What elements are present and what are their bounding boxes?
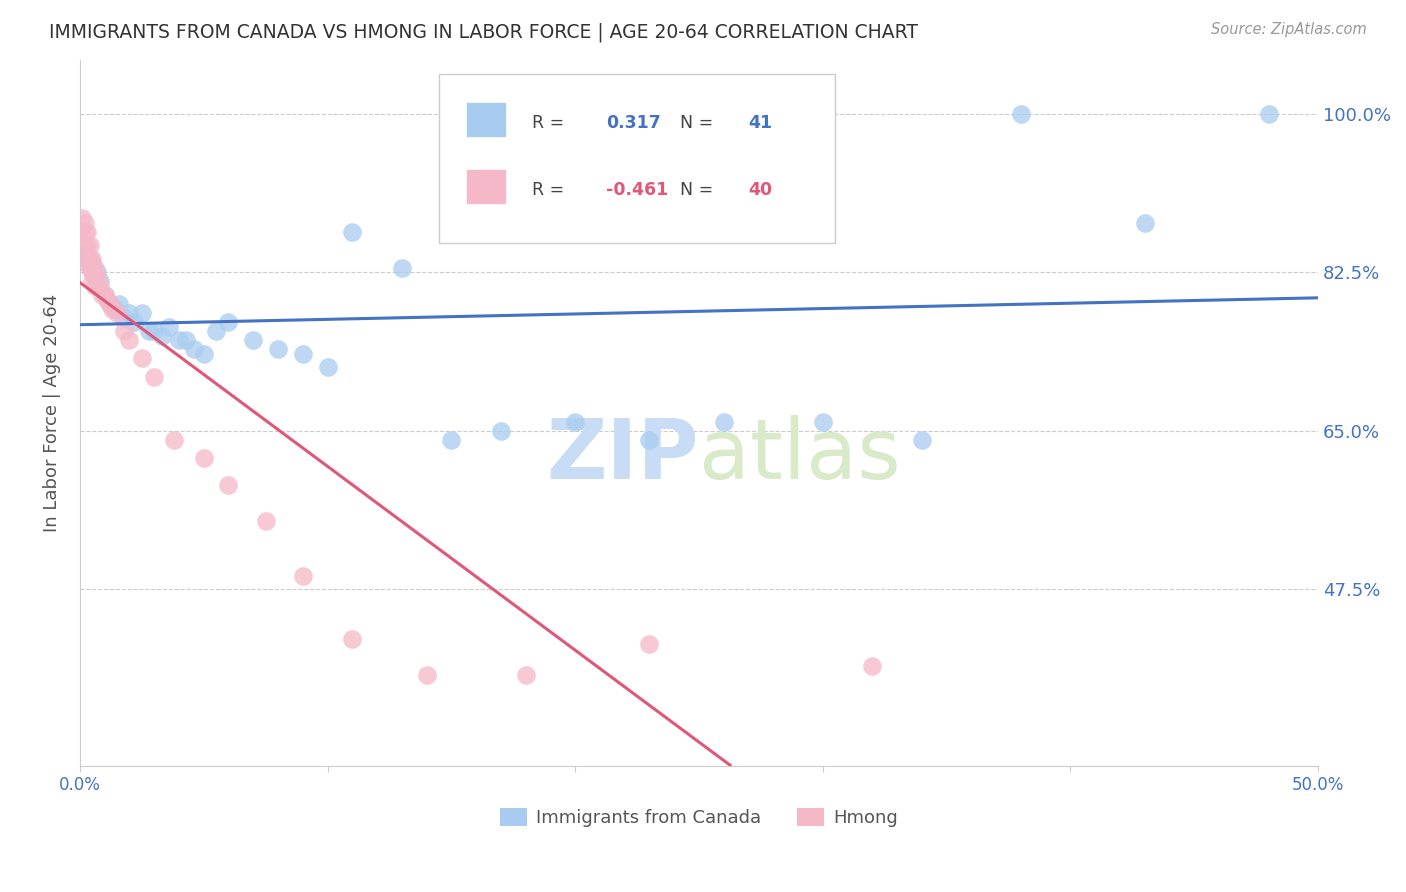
Point [131,306,153,320]
Text: ZIP: ZIP [547,415,699,496]
Point [1010,107,1032,121]
Point [82,275,104,289]
Point [118,306,141,320]
Text: IMMIGRANTS FROM CANADA VS HMONG IN LABOR FORCE | AGE 20-64 CORRELATION CHART: IMMIGRANTS FROM CANADA VS HMONG IN LABOR… [49,22,918,42]
Point [124,315,146,329]
Point [79,260,101,275]
Point [105,306,128,320]
Point [342,632,364,646]
Point [93,288,115,302]
Point [76,247,98,261]
Y-axis label: In Labor Force | Age 20-64: In Labor Force | Age 20-64 [44,293,60,532]
Point [291,568,314,582]
Point [108,297,131,311]
Point [83,269,105,284]
Point [72,225,94,239]
Point [291,347,314,361]
Point [157,319,180,334]
Point [79,238,101,252]
Point [143,369,166,384]
Point [638,637,661,651]
Point [150,328,173,343]
Point [98,297,121,311]
Text: 41: 41 [748,114,773,132]
Point [86,265,108,279]
Point [254,515,277,529]
Point [73,225,96,239]
Point [163,433,186,447]
Point [176,334,198,348]
Point [217,478,239,492]
Point [193,450,215,465]
Point [391,260,413,275]
Point [860,659,883,673]
Text: R =: R = [531,114,569,132]
Text: 0.317: 0.317 [606,114,661,132]
Point [82,252,104,266]
Point [93,288,115,302]
Text: atlas: atlas [699,415,901,496]
Text: R =: R = [531,181,569,199]
Point [242,334,264,348]
Text: Source: ZipAtlas.com: Source: ZipAtlas.com [1211,22,1367,37]
Text: N =: N = [681,114,720,132]
Point [205,324,228,338]
Text: -0.461: -0.461 [606,181,668,199]
Point [193,347,215,361]
Point [76,225,98,239]
Legend: Immigrants from Canada, Hmong: Immigrants from Canada, Hmong [492,801,905,835]
FancyBboxPatch shape [467,169,506,204]
Point [89,275,111,289]
Point [98,297,121,311]
Point [91,288,114,302]
FancyBboxPatch shape [439,74,835,244]
Point [76,238,98,252]
Point [79,252,101,266]
Point [73,247,96,261]
Point [82,256,104,270]
Point [415,668,437,682]
Point [1257,107,1279,121]
Point [131,351,153,366]
Point [217,315,239,329]
Point [638,433,661,447]
Point [118,334,141,348]
Text: 40: 40 [748,181,773,199]
Point [79,260,101,275]
Point [713,415,735,429]
Point [183,343,205,357]
Point [316,360,339,375]
Point [83,279,105,293]
Text: N =: N = [681,181,720,199]
Point [83,260,105,275]
Point [564,415,586,429]
Point [86,269,108,284]
Point [89,279,111,293]
Point [1133,216,1156,230]
Point [489,424,512,438]
Point [267,343,290,357]
Point [73,238,96,252]
Point [138,324,160,338]
Point [83,269,105,284]
Point [911,433,934,447]
Point [167,334,190,348]
Point [440,433,463,447]
Point [101,301,124,316]
Point [96,293,118,307]
Point [72,211,94,225]
Point [515,668,537,682]
FancyBboxPatch shape [467,102,506,137]
Point [73,216,96,230]
Point [143,324,166,338]
Point [342,225,364,239]
Point [103,301,125,316]
Point [114,310,136,325]
Point [76,256,98,270]
Point [76,252,98,266]
Point [82,265,104,279]
Point [114,324,136,338]
Point [811,415,834,429]
